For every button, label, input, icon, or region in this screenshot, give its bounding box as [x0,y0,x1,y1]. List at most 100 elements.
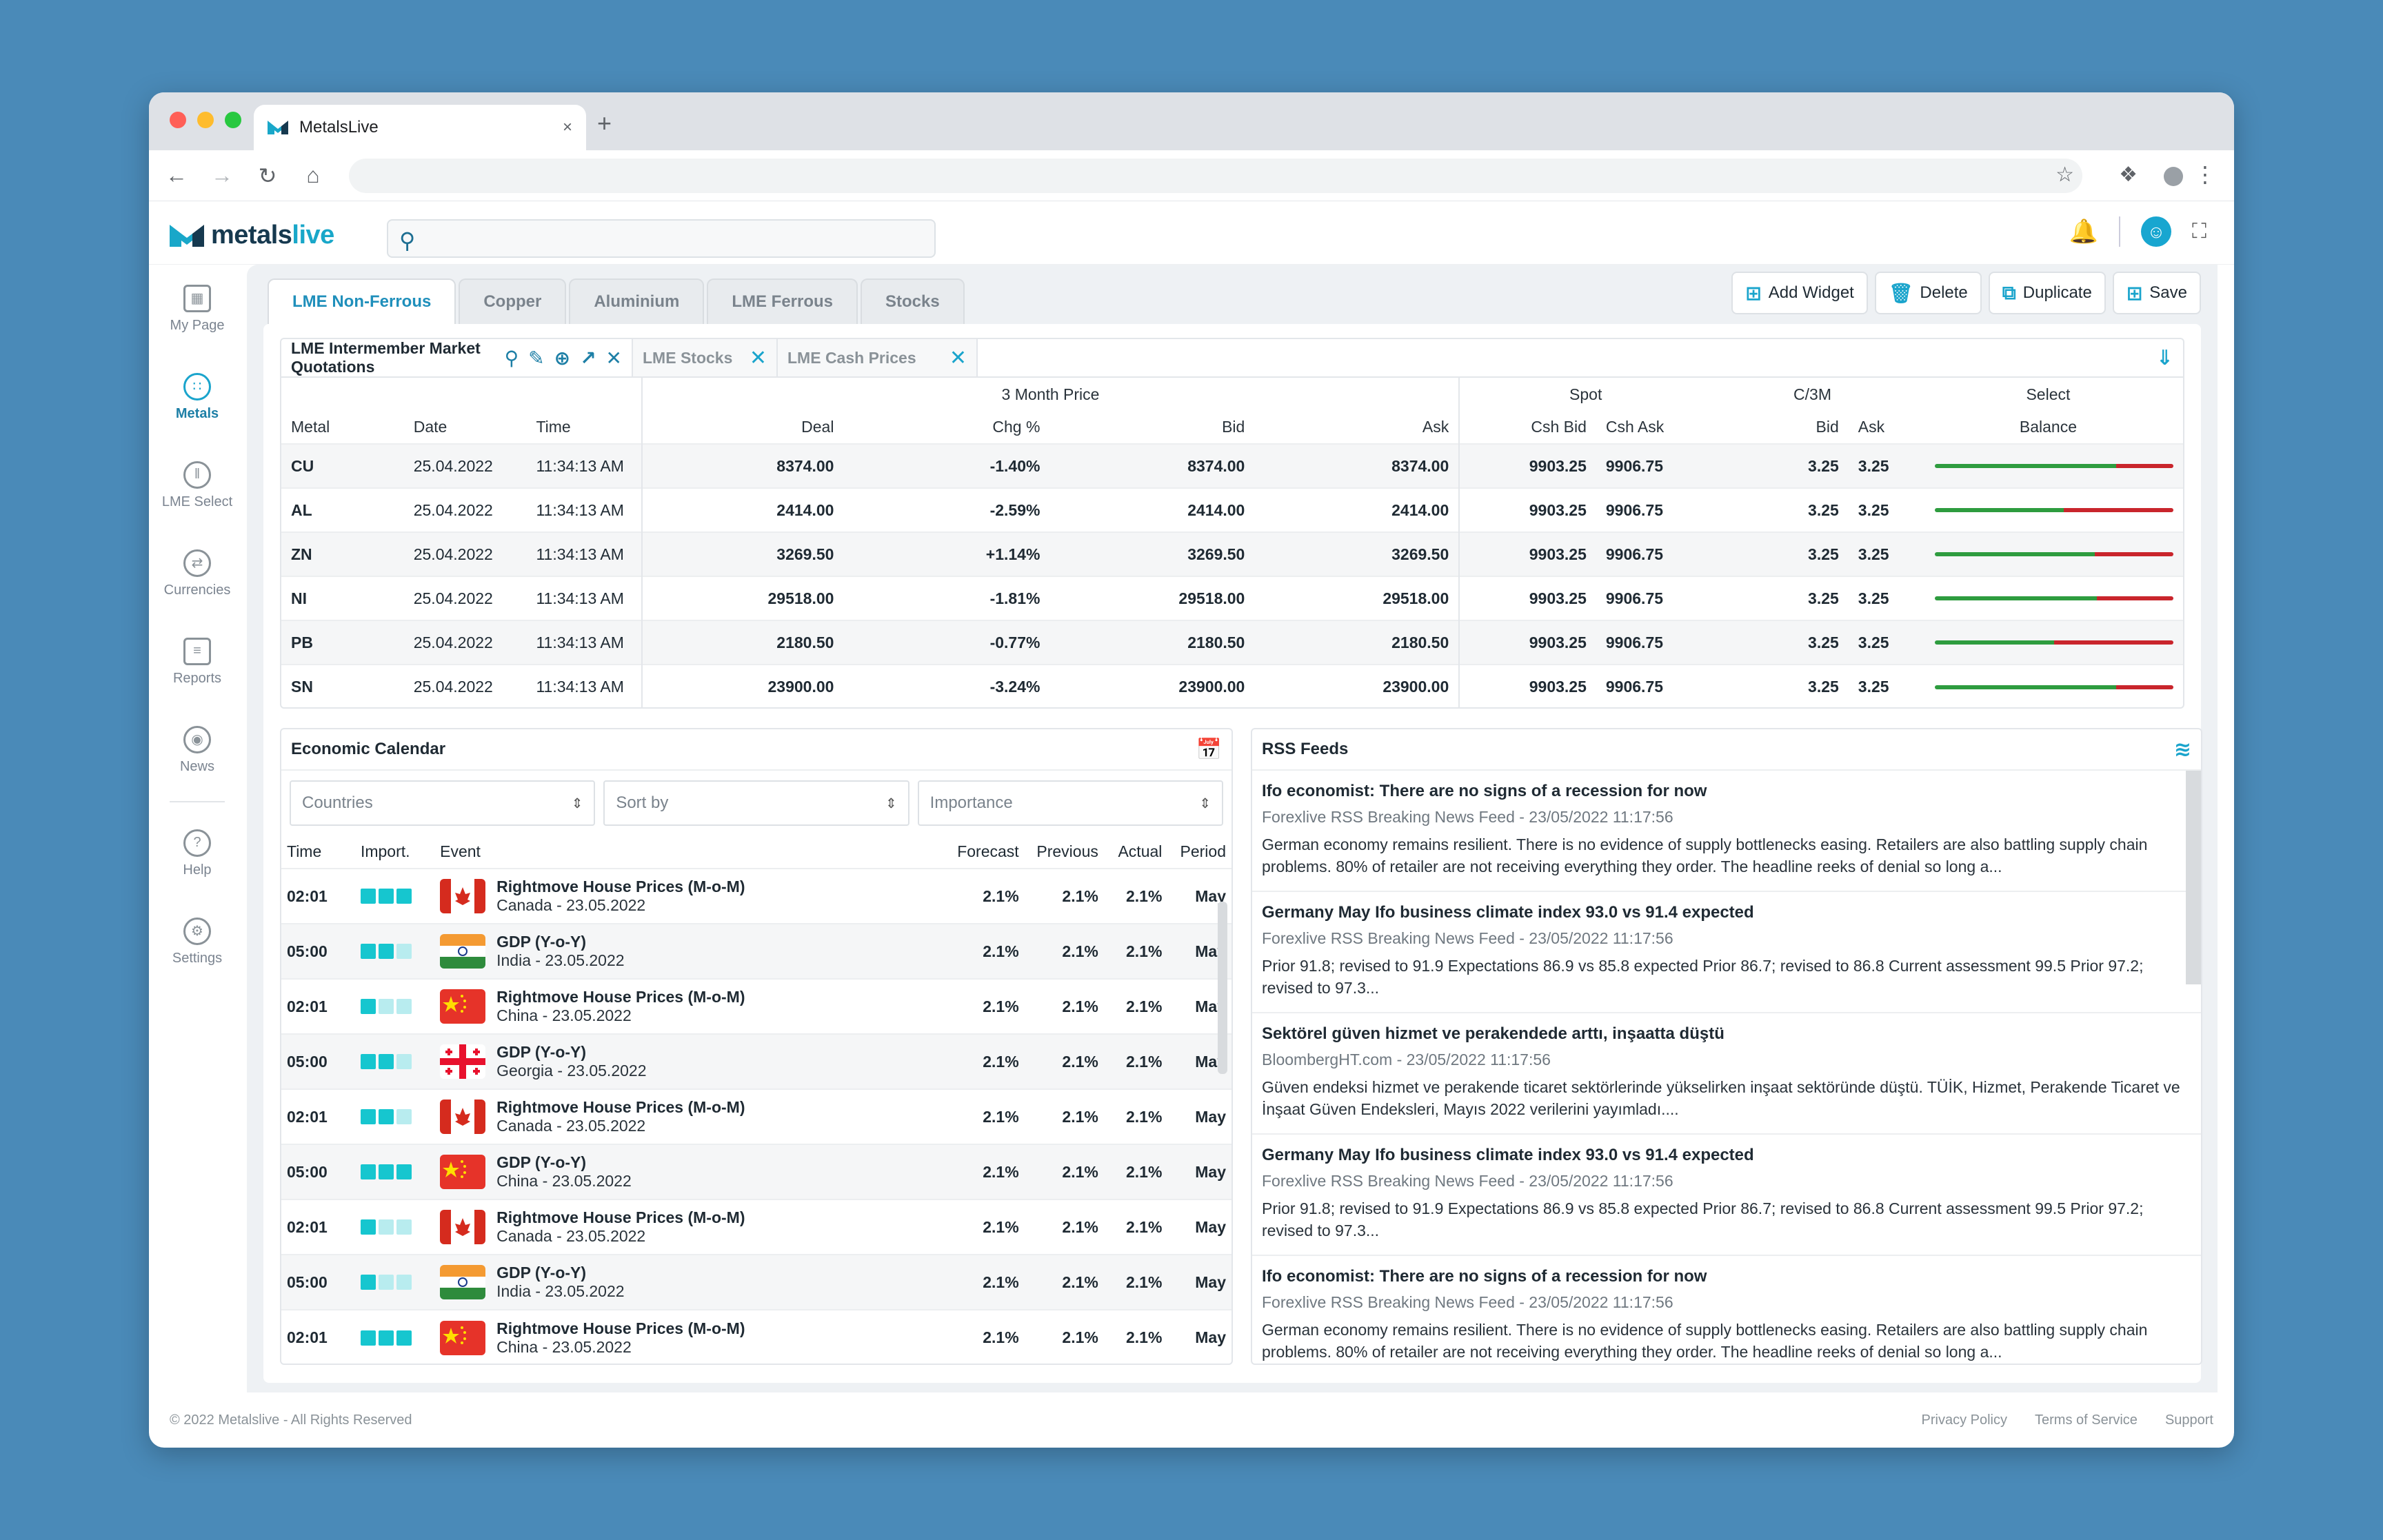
bookmark-star-icon[interactable]: ☆ [2055,163,2074,186]
add-widget-button[interactable]: ⊞ Add Widget [1731,272,1868,314]
widget-tab-lme-cash-prices[interactable]: LME Cash Prices ✕ [778,339,978,376]
user-profile-icon[interactable]: ☺ [2141,216,2171,247]
close-window-button[interactable] [170,112,186,128]
tab-copper[interactable]: Copper [459,278,567,324]
rss-icon[interactable]: ≋ [2173,738,2191,761]
close-icon[interactable]: ✕ [949,346,967,369]
countries-select[interactable]: Countries ⇕ [290,780,596,826]
column-header-c3m-ask[interactable]: Ask [1858,418,1885,436]
column-header-forecast[interactable]: Forecast [957,842,1019,860]
column-header-previous[interactable]: Previous [1036,842,1098,860]
rss-item-title[interactable]: Germany May Ifo business climate index 9… [1262,903,1754,922]
notification-bell-icon[interactable]: 🔔 [2069,219,2098,245]
column-header-period[interactable]: Period [1180,842,1226,860]
widget-tab-lme-stocks[interactable]: LME Stocks ✕ [633,339,778,376]
table-row[interactable]: NI 25.04.2022 11:34:13 AM 29518.00 -1.81… [281,576,2183,620]
collapse-chevron-icon[interactable]: ⇓ [2155,347,2173,369]
terms-of-service-link[interactable]: Terms of Service [2035,1412,2138,1428]
widget-tab-quotations[interactable]: LME Intermember Market Quotations ⚲ ✎ ⊕ … [281,339,633,376]
search-icon[interactable]: ⚲ [504,347,519,369]
table-row[interactable]: CU 25.04.2022 11:34:13 AM 8374.00 -1.40%… [281,443,2183,488]
close-icon[interactable]: ✕ [749,346,767,369]
table-row[interactable]: SN 25.04.2022 11:34:13 AM 23900.00 -3.24… [281,664,2183,709]
sidebar-item-news[interactable]: ◉ News [149,706,245,794]
rss-item[interactable]: Ifo economist: There are no signs of a r… [1252,771,2201,892]
zoom-icon[interactable]: ⊕ [554,347,571,369]
support-link[interactable]: Support [2164,1412,2213,1428]
scrollbar-thumb[interactable] [2186,771,2201,984]
rss-item-title[interactable]: Ifo economist: There are no signs of a r… [1262,1267,1707,1286]
calendar-row[interactable]: 05:00 GDP (Y-o-Y) Georgia - 23.05.2022 2.1%… [281,1033,1231,1089]
sidebar-item-my-page[interactable]: ▦ My Page [149,265,245,353]
column-header-actual[interactable]: Actual [1118,842,1163,860]
column-header-date[interactable]: Date [413,418,448,436]
column-header-time[interactable]: Time [536,418,571,436]
importance-select[interactable]: Importance ⇕ [917,780,1223,826]
column-header-csh-bid[interactable]: Csh Bid [1458,411,1596,444]
extensions-puzzle-icon[interactable]: ❖ [2119,163,2138,186]
browser-profile-avatar[interactable] [2164,167,2183,186]
close-icon[interactable]: ✕ [605,347,622,369]
home-icon[interactable]: ⌂ [306,163,320,188]
table-row[interactable]: AL 25.04.2022 11:34:13 AM 2414.00 -2.59%… [281,487,2183,532]
maximize-window-button[interactable] [225,112,241,128]
sort-by-select[interactable]: Sort by ⇕ [603,780,909,826]
rss-item-title[interactable]: Ifo economist: There are no signs of a r… [1262,782,1707,800]
column-header-c3m-bid[interactable]: Bid [1816,418,1839,436]
sidebar-item-settings[interactable]: ⚙ Settings [149,898,245,986]
edit-list-icon[interactable]: ✎ [528,347,545,369]
tab-lme-non-ferrous[interactable]: LME Non-Ferrous [268,278,456,324]
browser-tab[interactable]: MetalsLive × [254,105,586,150]
browser-menu-icon[interactable]: ⋮ [2194,162,2216,187]
calendar-row[interactable]: 02:01 Rightmove House Prices (M-o-M) Canad… [281,1088,1231,1144]
tab-stocks[interactable]: Stocks [861,278,965,324]
table-row[interactable]: PB 25.04.2022 11:34:13 AM 2180.50 -0.77%… [281,620,2183,665]
app-logo[interactable]: metalslive [170,221,334,250]
close-tab-icon[interactable]: × [562,118,572,136]
sidebar-item-currencies[interactable]: ⇄ Currencies [149,529,245,618]
column-header-balance[interactable]: Balance [2019,418,2077,436]
calendar-row[interactable]: 05:00 GDP (Y-o-Y) China - 23.05.2022 2.1% 2.… [281,1144,1231,1199]
rss-item[interactable]: Germany May Ifo business climate index 9… [1252,892,2201,1013]
rss-item-title[interactable]: Sektörel güven hizmet ve perakendede art… [1262,1024,1725,1043]
column-header-metal[interactable]: Metal [291,418,330,436]
column-header-chg[interactable]: Chg % [992,418,1040,436]
table-row[interactable]: ZN 25.04.2022 11:34:13 AM 3269.50 +1.14%… [281,531,2183,576]
calendar-row[interactable]: 05:00 GDP (Y-o-Y) India - 23.05.2022 2.1% 2.… [281,1254,1231,1310]
column-header-time[interactable]: Time [287,842,322,860]
url-input[interactable] [349,159,2082,193]
calendar-row[interactable]: 02:01 Rightmove House Prices (M-o-M) Canad… [281,868,1231,924]
column-header-bid[interactable]: Bid [1222,418,1245,436]
rss-item[interactable]: Ifo economist: There are no signs of a r… [1252,1256,2201,1364]
tab-aluminium[interactable]: Aluminium [569,278,705,324]
privacy-policy-link[interactable]: Privacy Policy [1921,1412,2007,1428]
external-link-icon[interactable]: ↗ [580,347,596,369]
minimize-window-button[interactable] [197,112,214,128]
delete-button[interactable]: 🗑 Delete [1874,272,1982,314]
sidebar-item-help[interactable]: ? Help [149,809,245,898]
calendar-row[interactable]: 05:00 GDP (Y-o-Y) India - 23.05.2022 2.1% 2.… [281,923,1231,979]
column-header-importance[interactable]: Import. [360,842,410,860]
calendar-row[interactable]: 02:01 Rightmove House Prices (M-o-M) Canad… [281,1199,1231,1255]
rss-item[interactable]: Sektörel güven hizmet ve perakendede art… [1252,1013,2201,1135]
sidebar-item-metals[interactable]: ∷ Metals [149,353,245,441]
calendar-row[interactable]: 02:01 Rightmove House Prices (M-o-M) China… [281,978,1231,1034]
tab-lme-ferrous[interactable]: LME Ferrous [707,278,858,324]
calendar-icon[interactable]: 📅 [1196,738,1222,761]
rss-item[interactable]: Germany May Ifo business climate index 9… [1252,1135,2201,1256]
reload-icon[interactable]: ↻ [258,163,277,188]
back-arrow-icon[interactable]: ← [165,163,188,188]
new-tab-button[interactable]: + [597,109,612,137]
duplicate-button[interactable]: ⧉ Duplicate [1988,272,2106,314]
column-header-ask[interactable]: Ask [1422,418,1449,436]
forward-arrow-icon[interactable]: → [211,163,233,188]
column-header-csh-ask[interactable]: Csh Ask [1605,418,1665,436]
sidebar-item-reports[interactable]: ≡ Reports [149,618,245,706]
rss-item-title[interactable]: Germany May Ifo business climate index 9… [1262,1146,1754,1164]
column-header-event[interactable]: Event [440,842,481,860]
column-header-deal[interactable]: Deal [641,411,844,444]
save-button[interactable]: ⊞ Save [2112,272,2201,314]
fullscreen-icon[interactable]: ⛶ [2192,220,2206,243]
search-input[interactable]: ⚲ [387,219,936,258]
scrollbar-thumb[interactable] [1218,902,1227,1074]
